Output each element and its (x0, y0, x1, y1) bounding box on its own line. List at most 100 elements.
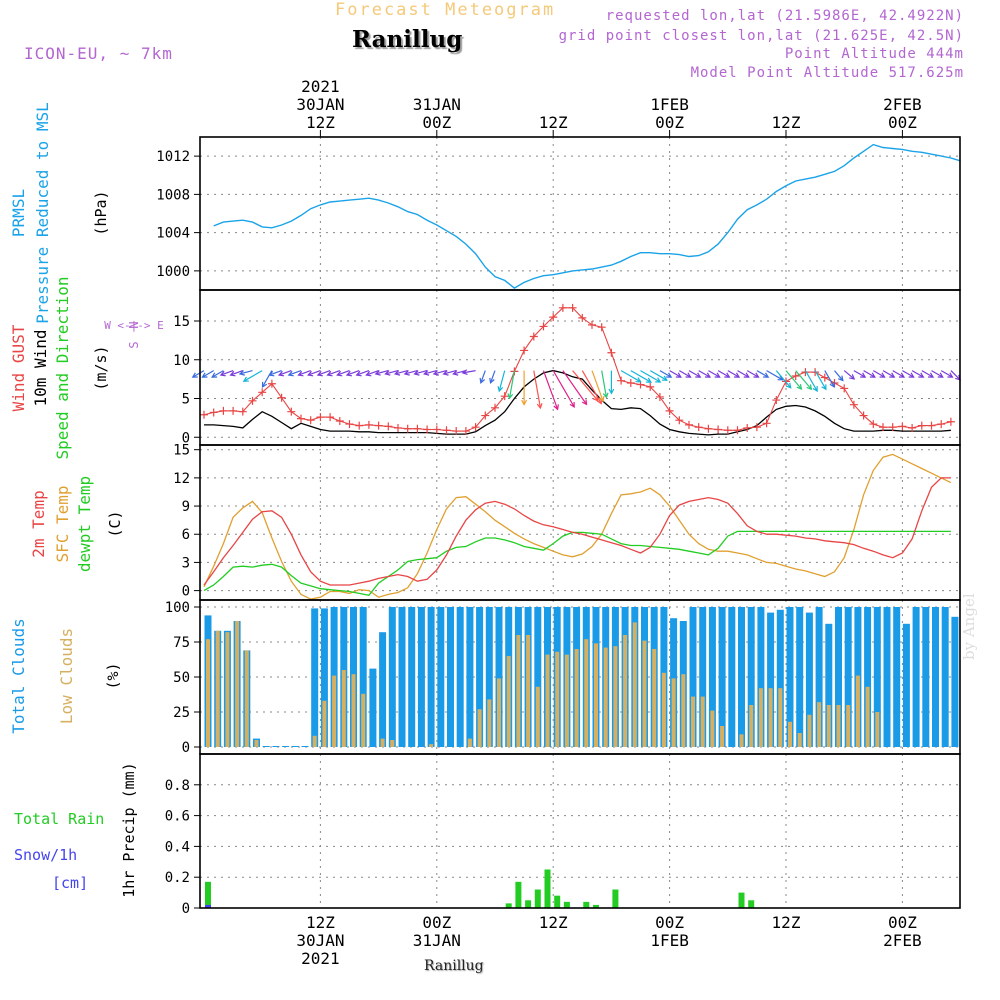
total-cloud-bar (883, 607, 891, 747)
y-tick-label: 0 (182, 430, 190, 446)
total-cloud-bar (320, 608, 328, 747)
low-cloud-bar (846, 705, 851, 747)
gust-point (859, 411, 868, 420)
total-cloud-bar (864, 607, 872, 747)
total-cloud-bar (437, 607, 445, 747)
gust-point (461, 427, 470, 436)
rain-bar (505, 903, 512, 908)
wind-arrow (608, 370, 615, 395)
gust-line (203, 307, 952, 432)
low-cloud-bar (506, 656, 511, 747)
total-cloud-bar (747, 607, 755, 747)
gust-point (772, 396, 781, 405)
total-cloud-bar (873, 607, 881, 747)
bottom-time-label: 00Z (888, 913, 917, 932)
rain-label: Total Rain (14, 810, 104, 828)
low-clouds-label: Low Clouds (57, 628, 76, 724)
low-cloud-bar (681, 674, 686, 747)
y-tick-label: 10 (173, 353, 190, 369)
wind-arrow (562, 370, 588, 406)
total-cloud-bar (272, 746, 280, 747)
low-cloud-bar (312, 735, 317, 747)
total-cloud-bar (708, 607, 716, 747)
low-cloud-bar (700, 696, 705, 747)
wind-arrow (521, 370, 528, 406)
total-cloud-bar (417, 607, 425, 747)
y-tick-label: 1000 (156, 264, 190, 280)
gust-point (578, 313, 587, 322)
low-cloud-bar (817, 702, 822, 747)
total-cloud-bar (291, 746, 299, 747)
gust-point (607, 348, 616, 357)
pressure-label-short: PRMSL (9, 189, 28, 237)
gust-point (752, 423, 761, 432)
y-tick-label: 0.6 (165, 809, 190, 825)
bottom-time-label: 12Z (306, 913, 335, 932)
gust-point (820, 373, 829, 382)
gust-point (626, 379, 635, 387)
gust-point (423, 425, 432, 434)
y-tick-label: 6 (182, 527, 190, 543)
wind-arrow (229, 370, 244, 377)
chart-title: Forecast Meteogram (335, 0, 556, 20)
wind-arrow (242, 370, 263, 382)
wind-arrow (345, 370, 360, 377)
total-cloud-bar (902, 623, 910, 747)
y-tick-label: 1008 (156, 187, 190, 203)
gust-point (326, 413, 335, 422)
wind-arrow (678, 370, 692, 378)
total-cloud-bar (932, 607, 939, 747)
rain-bar (748, 900, 755, 908)
panel-frame (199, 289, 961, 446)
gust-point (888, 423, 897, 432)
temp-unit: (C) (106, 510, 124, 537)
top-time-label: 12Z (306, 113, 335, 132)
top-time-label: 00Z (888, 113, 917, 132)
gust-point (937, 420, 946, 429)
gust-point (675, 416, 684, 425)
panel-frame (199, 136, 961, 291)
gust-point (432, 425, 441, 434)
compass-north: N (127, 321, 141, 328)
total-cloud-bar (922, 607, 930, 747)
wind-arrow (843, 370, 856, 380)
wind-arrow (374, 370, 389, 376)
low-cloud-bar (235, 621, 240, 747)
wind-arrow (863, 370, 876, 378)
gust-point (316, 413, 325, 422)
low-cloud-bar (661, 672, 666, 747)
gust-point (413, 424, 422, 433)
low-cloud-bar (322, 700, 327, 747)
panel-temperature: 0 3 6 9 12 15 (173, 443, 960, 600)
wind-arrow (297, 370, 311, 377)
low-cloud-bar (584, 639, 589, 747)
credit-text: by Angel (960, 593, 978, 660)
rain-bar (525, 900, 532, 908)
gust-point (849, 400, 858, 409)
gust-point (297, 414, 305, 423)
gust-point (685, 420, 693, 429)
gust-point (335, 416, 344, 425)
wind-arrow (756, 370, 770, 378)
total-cloud-bar (282, 746, 290, 747)
gust-point (491, 403, 499, 412)
gust-point (500, 392, 509, 401)
precip-unit: 1hr Precip (mm) (120, 762, 138, 897)
gust-point (539, 322, 548, 331)
wind-arrow (423, 370, 437, 376)
top-year-label: 2021 (301, 77, 340, 96)
rain-bar (205, 881, 211, 908)
wind-arrow (766, 370, 784, 381)
top-time-label: 30JAN (296, 95, 344, 114)
total-cloud-bar (495, 607, 503, 747)
y-tick-label: 100 (165, 600, 190, 616)
low-cloud-bar (225, 632, 230, 747)
rain-bar (554, 895, 561, 908)
gust-point (597, 323, 606, 332)
wind-unit: (m/s) (92, 345, 110, 390)
location-title: Ranillug (352, 26, 463, 53)
low-cloud-bar (361, 693, 366, 747)
wind-arrow (461, 369, 476, 376)
wind-arrow (804, 370, 818, 393)
